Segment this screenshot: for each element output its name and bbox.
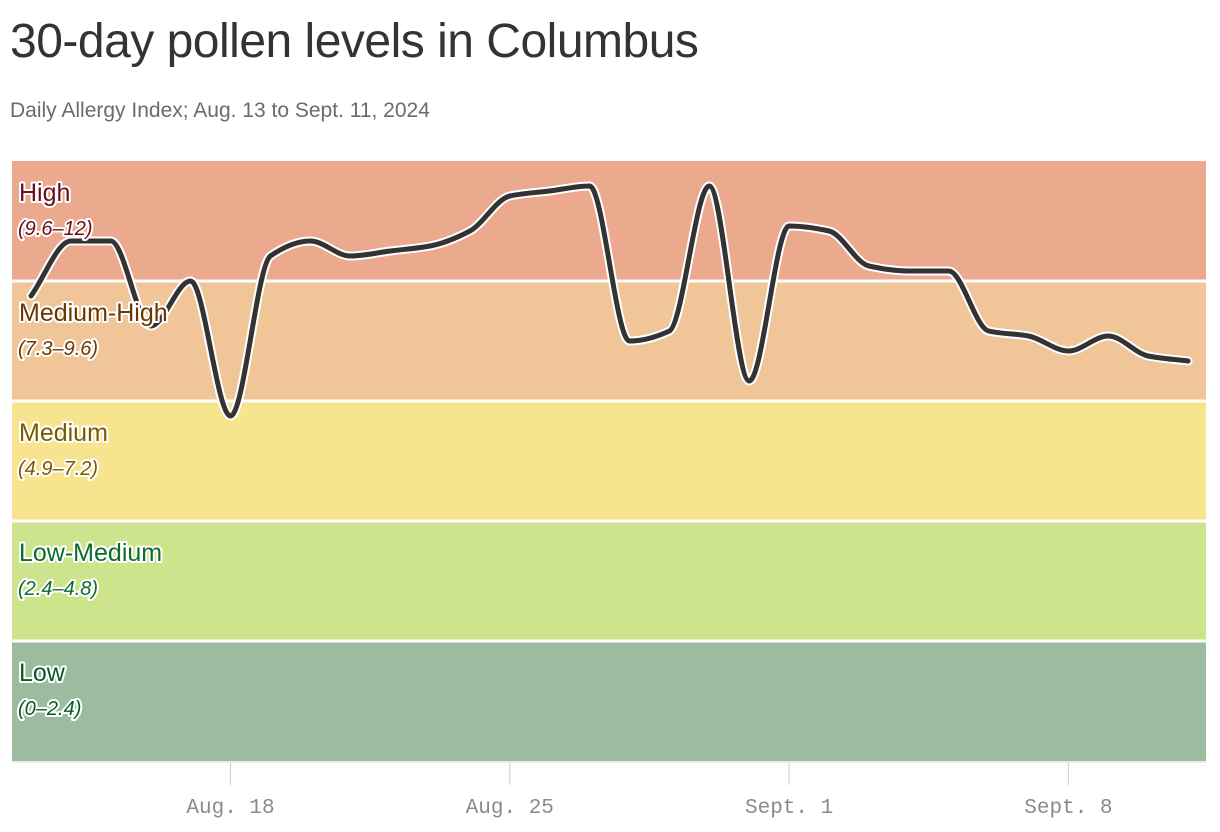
line-layer [26, 181, 1193, 421]
data-point [1025, 332, 1033, 340]
data-point [665, 327, 673, 335]
data-point [626, 337, 634, 345]
data-point [1104, 332, 1112, 340]
data-point [586, 182, 594, 190]
band-low-medium [12, 522, 1206, 640]
data-point [306, 237, 314, 245]
data-point [1064, 347, 1072, 355]
band-label: High [19, 179, 70, 207]
data-point [386, 247, 394, 255]
band-low [12, 642, 1206, 761]
data-point [905, 267, 913, 275]
band-range-label: (2.4–4.8) [18, 578, 98, 600]
x-tick-label: Sept. 8 [1024, 797, 1112, 820]
band-range-label: (0–2.4) [18, 698, 81, 720]
data-point [865, 262, 873, 270]
band-medium-high [12, 282, 1206, 400]
x-axis: Aug. 18 Aug. 25 Sept. 1 Sept. 8 [12, 761, 1206, 820]
band-label: Medium-High [19, 299, 168, 327]
band-medium [12, 402, 1206, 520]
data-point [466, 227, 474, 235]
band-range-label: (7.3–9.6) [18, 338, 98, 360]
data-point [426, 242, 434, 250]
band-label-layer: High (9.6–12) Medium-High (7.3–9.6) Medium (4… [16, 177, 170, 722]
data-point [546, 187, 554, 195]
band-label: Low-Medium [19, 539, 162, 567]
data-point [825, 227, 833, 235]
x-tick-label: Aug. 25 [466, 797, 554, 820]
data-point [1144, 352, 1152, 360]
data-point [187, 277, 195, 285]
band-label: Medium [19, 419, 108, 447]
x-tick-label: Sept. 1 [745, 797, 833, 820]
data-point [506, 192, 514, 200]
data-point [1184, 357, 1192, 365]
chart-subtitle: Daily Allergy Index; Aug. 13 to Sept. 11… [10, 99, 430, 122]
band-label: Low [19, 659, 66, 687]
data-point [107, 237, 115, 245]
chart-title: 30-day pollen levels in Columbus [10, 15, 699, 68]
data-point [785, 222, 793, 230]
series-line [28, 183, 1191, 419]
data-point [985, 327, 993, 335]
band-layer [12, 161, 1206, 761]
data-point [266, 252, 274, 260]
data-point [745, 377, 753, 385]
x-tick-label: Aug. 18 [186, 797, 274, 820]
band-range-label: (9.6–12) [18, 218, 93, 240]
data-point [227, 412, 235, 420]
band-range-label: (4.9–7.2) [18, 458, 98, 480]
data-point [705, 182, 713, 190]
data-point [346, 252, 354, 260]
data-point [945, 267, 953, 275]
